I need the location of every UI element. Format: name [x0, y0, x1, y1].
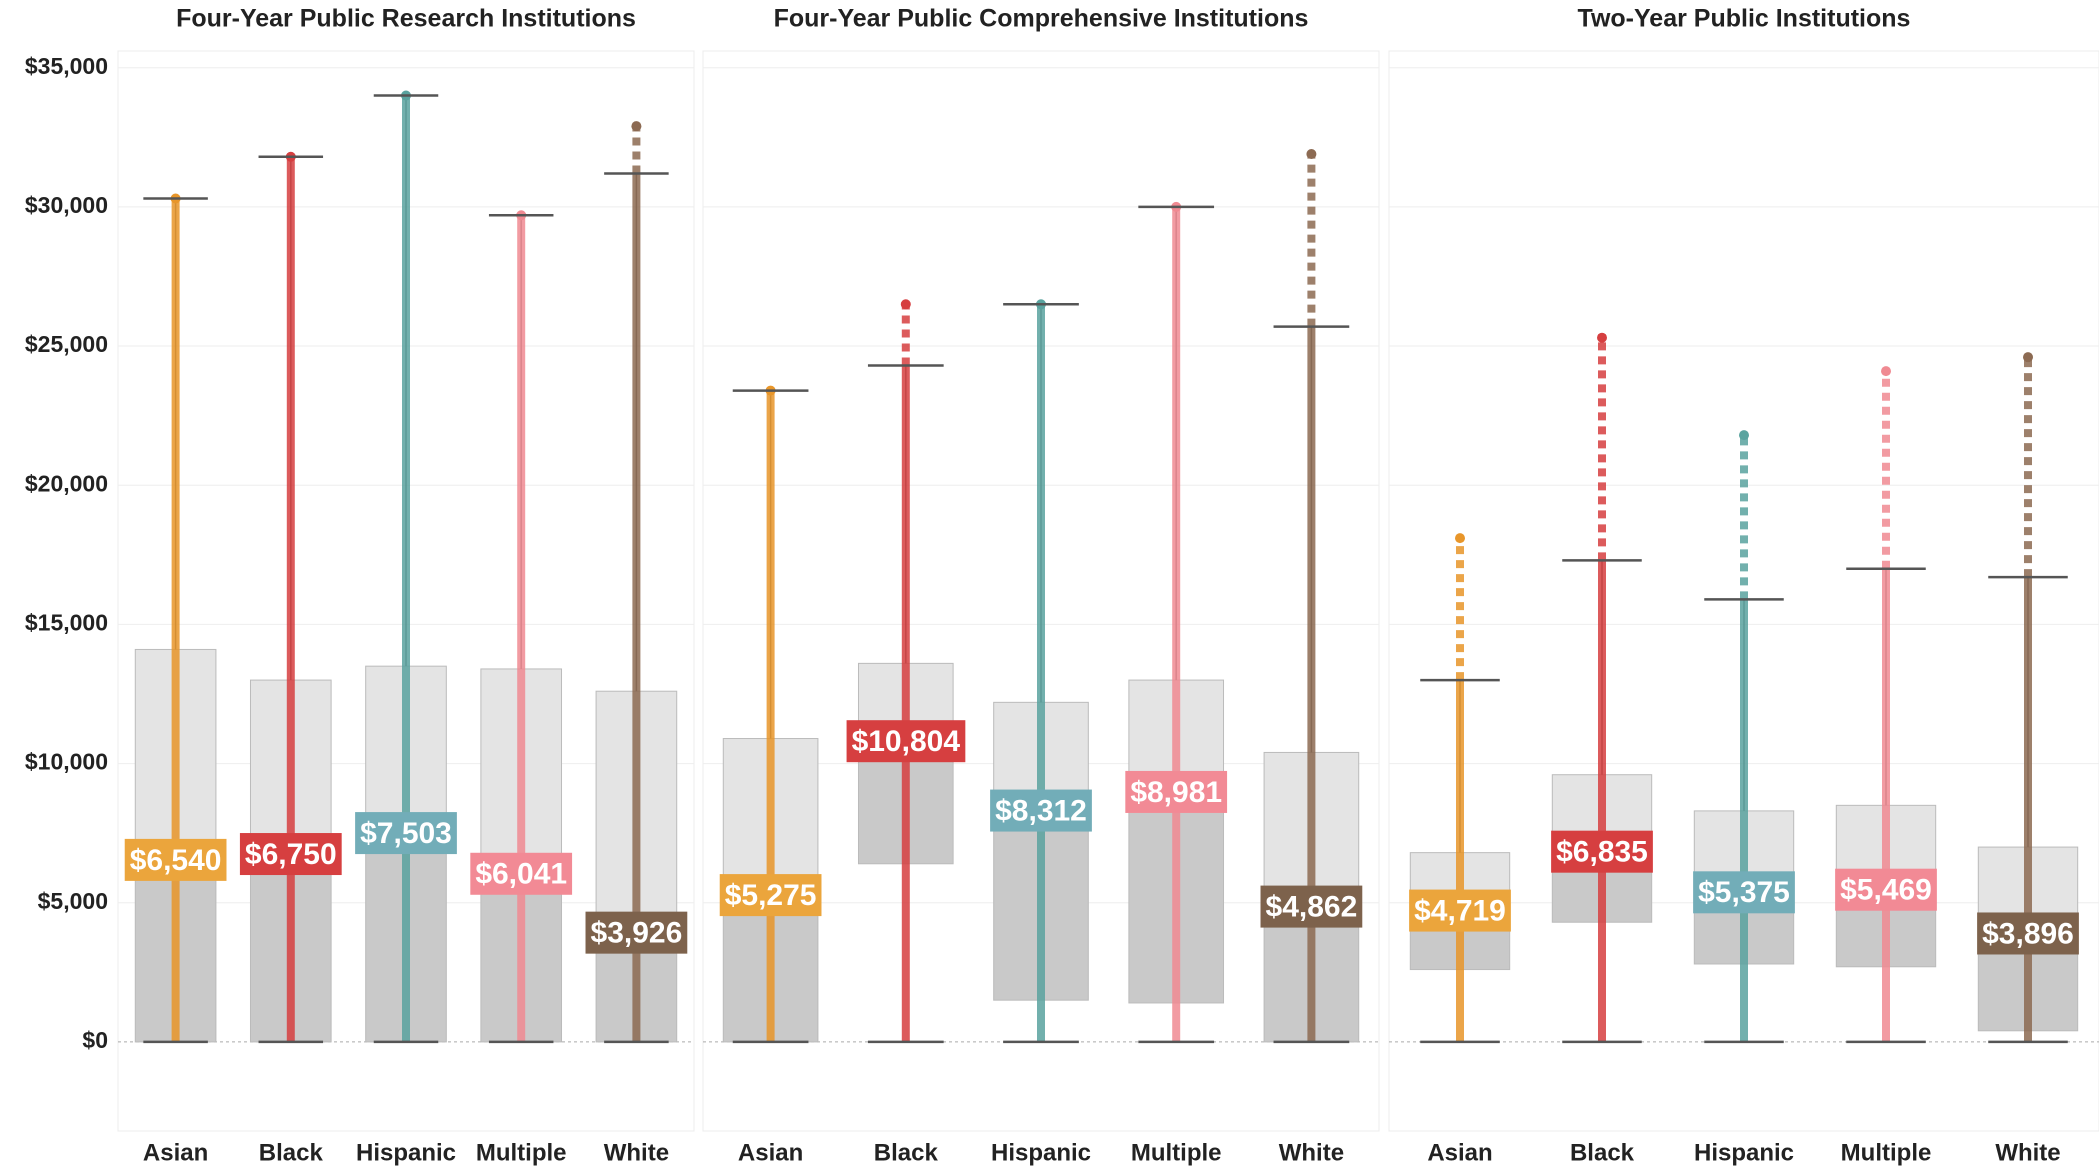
- value-label-bg: [585, 911, 688, 954]
- y-tick-label: $20,000: [25, 470, 108, 496]
- max-point: [1881, 366, 1891, 377]
- value-label: $4,862: [1266, 891, 1358, 924]
- value-label: $6,540: [130, 844, 222, 877]
- x-tick-label: Asian: [1427, 1139, 1492, 1166]
- max-point: [1739, 430, 1749, 441]
- value-label-bg: [990, 789, 1092, 832]
- max-point: [900, 299, 911, 310]
- y-tick-label: $15,000: [25, 609, 108, 635]
- value-label: $7,503: [360, 817, 452, 850]
- value-label: $5,469: [1840, 874, 1932, 907]
- x-tick-label: Black: [1570, 1139, 1635, 1166]
- x-tick-label: Asian: [738, 1139, 803, 1166]
- value-label-bg: [719, 874, 822, 917]
- x-tick-label: Black: [874, 1139, 939, 1166]
- x-tick-label: Multiple: [1841, 1139, 1932, 1166]
- x-tick-label: Hispanic: [1694, 1139, 1794, 1166]
- panel-title: Four-Year Public Comprehensive Instituti…: [774, 5, 1309, 33]
- value-label: $5,275: [725, 879, 817, 912]
- max-point: [1306, 148, 1317, 159]
- value-label-bg: [1260, 885, 1363, 928]
- max-point: [631, 121, 642, 132]
- value-label: $5,375: [1698, 876, 1790, 909]
- x-tick-label: White: [1279, 1139, 1344, 1166]
- x-tick-label: Hispanic: [991, 1139, 1091, 1166]
- x-tick-label: White: [1995, 1139, 2060, 1166]
- panel-title: Two-Year Public Institutions: [1578, 5, 1911, 33]
- value-label-bg: [1409, 889, 1511, 932]
- x-tick-label: White: [604, 1139, 669, 1166]
- value-label: $8,981: [1130, 776, 1222, 809]
- value-label-bg: [239, 833, 342, 876]
- value-label-bg: [355, 812, 457, 855]
- y-tick-label: $25,000: [25, 331, 108, 357]
- value-label: $8,312: [995, 794, 1087, 827]
- max-point: [1455, 533, 1465, 544]
- max-point: [1597, 332, 1607, 343]
- value-label: $10,804: [852, 725, 961, 758]
- y-tick-label: $30,000: [25, 192, 108, 218]
- value-label-bg: [1693, 871, 1795, 914]
- value-label-bg: [1835, 868, 1937, 911]
- value-label-bg: [1551, 830, 1653, 873]
- value-label-bg: [124, 838, 227, 881]
- value-label-bg: [470, 852, 573, 895]
- value-label: $4,719: [1414, 894, 1506, 927]
- value-label: $3,926: [591, 917, 683, 950]
- y-tick-label: $35,000: [25, 53, 108, 79]
- panel-title: Four-Year Public Research Institutions: [176, 5, 636, 33]
- value-label-bg: [1125, 770, 1228, 813]
- y-tick-label: $5,000: [38, 888, 108, 914]
- x-tick-label: Multiple: [476, 1139, 567, 1166]
- value-label-bg: [1977, 912, 2079, 955]
- x-tick-label: Hispanic: [356, 1139, 456, 1166]
- value-label-bg: [846, 720, 966, 763]
- max-point: [2023, 352, 2033, 363]
- x-tick-label: Multiple: [1131, 1139, 1222, 1166]
- x-tick-label: Black: [259, 1139, 324, 1166]
- value-label: $6,750: [245, 838, 337, 871]
- y-tick-label: $10,000: [25, 749, 108, 775]
- value-label: $3,896: [1982, 917, 2074, 950]
- y-tick-label: $0: [82, 1027, 108, 1053]
- value-label: $6,041: [475, 858, 567, 891]
- value-label: $6,835: [1556, 836, 1648, 869]
- x-tick-label: Asian: [143, 1139, 208, 1166]
